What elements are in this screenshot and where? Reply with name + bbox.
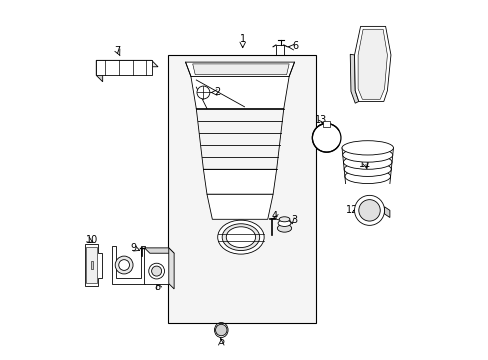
Circle shape bbox=[312, 123, 340, 152]
Text: 7: 7 bbox=[114, 46, 121, 56]
Circle shape bbox=[354, 195, 384, 225]
Text: 10: 10 bbox=[85, 235, 98, 245]
Text: 12: 12 bbox=[345, 205, 357, 215]
Ellipse shape bbox=[278, 220, 290, 226]
Text: 5: 5 bbox=[218, 337, 224, 346]
Polygon shape bbox=[190, 76, 288, 109]
Text: 11: 11 bbox=[358, 159, 370, 169]
Ellipse shape bbox=[343, 155, 391, 169]
Text: 4: 4 bbox=[270, 211, 277, 221]
Text: 6: 6 bbox=[292, 41, 298, 51]
Text: 2: 2 bbox=[214, 87, 221, 98]
Polygon shape bbox=[168, 248, 174, 289]
Circle shape bbox=[151, 266, 162, 276]
Ellipse shape bbox=[344, 169, 390, 184]
Ellipse shape bbox=[214, 323, 227, 338]
Polygon shape bbox=[354, 26, 390, 102]
Bar bbox=[90, 261, 93, 269]
Polygon shape bbox=[96, 60, 151, 75]
Polygon shape bbox=[357, 29, 386, 99]
Ellipse shape bbox=[226, 227, 255, 248]
Circle shape bbox=[215, 324, 226, 336]
Polygon shape bbox=[111, 246, 145, 284]
Text: 1: 1 bbox=[239, 34, 245, 44]
Ellipse shape bbox=[344, 162, 390, 176]
Polygon shape bbox=[349, 54, 358, 103]
Polygon shape bbox=[192, 64, 288, 75]
Ellipse shape bbox=[222, 224, 259, 251]
Polygon shape bbox=[206, 194, 272, 219]
Ellipse shape bbox=[279, 217, 289, 222]
Polygon shape bbox=[96, 60, 158, 67]
Circle shape bbox=[148, 263, 164, 279]
Circle shape bbox=[115, 256, 133, 274]
Polygon shape bbox=[384, 207, 389, 217]
Text: 13: 13 bbox=[315, 115, 327, 125]
Bar bbox=[323, 121, 329, 127]
Ellipse shape bbox=[217, 220, 264, 254]
Circle shape bbox=[119, 260, 129, 270]
Circle shape bbox=[358, 200, 380, 221]
Ellipse shape bbox=[277, 224, 291, 232]
Bar bbox=[86, 247, 97, 283]
Circle shape bbox=[197, 86, 209, 99]
Ellipse shape bbox=[342, 148, 392, 162]
Polygon shape bbox=[203, 169, 276, 194]
Text: 9: 9 bbox=[130, 243, 137, 253]
Polygon shape bbox=[185, 62, 294, 76]
Ellipse shape bbox=[341, 141, 393, 155]
Polygon shape bbox=[96, 60, 102, 82]
Text: 8: 8 bbox=[154, 282, 161, 292]
Bar bbox=[167, 55, 315, 323]
Polygon shape bbox=[144, 248, 174, 253]
Text: 3: 3 bbox=[291, 215, 297, 225]
Bar bbox=[144, 248, 168, 284]
Polygon shape bbox=[85, 244, 102, 286]
